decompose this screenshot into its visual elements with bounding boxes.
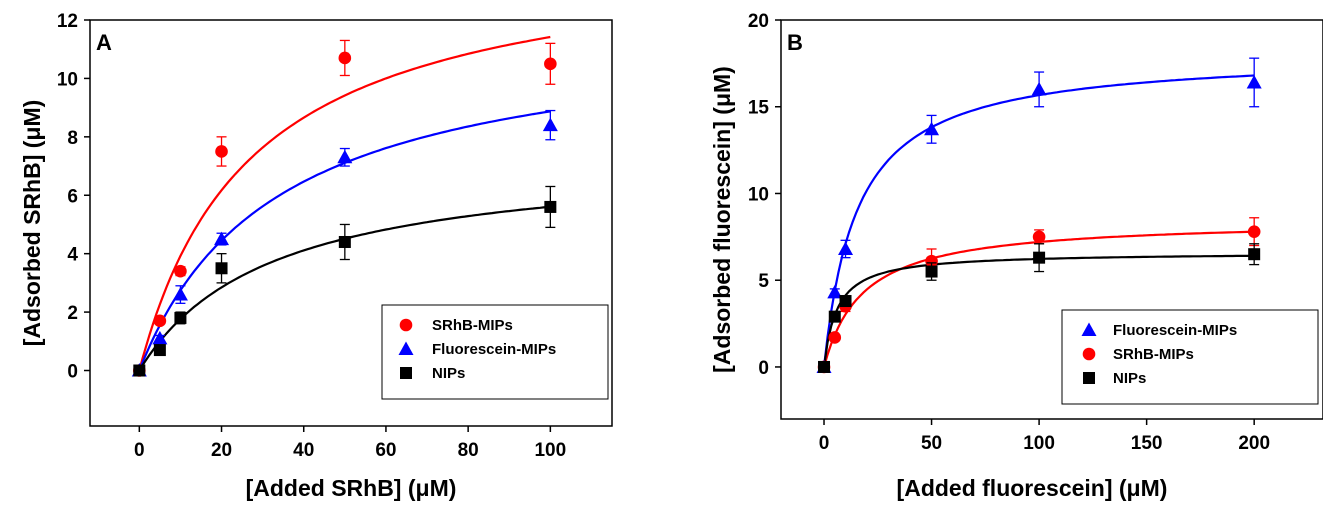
panel-a-point-srhb-mips <box>544 57 557 71</box>
panel-b-chart: 0 50 100 150 200 0 5 10 15 20 [Added fluorescein] … <box>709 11 1323 501</box>
panel-b-point-srhb-mips <box>925 254 938 268</box>
panel-a-point-nips <box>215 262 228 275</box>
panel-a-point-fluorescein-mips <box>337 149 353 164</box>
panel-a-point-nips <box>133 364 146 377</box>
panel-b-point-fluorescein-mips <box>924 121 940 136</box>
panel-a-point-srhb-mips <box>338 51 352 65</box>
panel-a-y-tick-label: 2 <box>67 303 78 324</box>
panel-a-point-srhb-mips <box>215 145 228 158</box>
panel-b-x-axis-title: [Added fluorescein] (μM) <box>897 475 1168 501</box>
panel-a-legend-label: NIPs <box>432 365 465 382</box>
panel-b-x-tick-label: 100 <box>1023 433 1055 454</box>
panel-b-letter: B <box>787 30 803 55</box>
panel-a-x-axis-title: [Added SRhB] (μM) <box>246 475 457 501</box>
panel-a-point-fluorescein-mips <box>542 117 558 132</box>
panel-b-legend-marker <box>1083 372 1095 384</box>
panel-a-x-tick-label: 0 <box>134 440 145 461</box>
panel-b-x-tick-label: 50 <box>921 433 942 454</box>
panel-b-legend-marker <box>1082 347 1096 361</box>
panel-b-point-fluorescein-mips <box>827 284 843 299</box>
panel-a-legend-label: Fluorescein-MIPs <box>432 341 556 358</box>
panel-b-y-tick-label: 10 <box>748 184 769 205</box>
panel-b-point-nips <box>828 310 841 323</box>
panel-a-x-tick-label: 20 <box>211 440 232 461</box>
panel-b-point-nips <box>1033 251 1046 264</box>
panel-b-point-srhb-mips <box>1247 225 1261 238</box>
panel-a-x-tick-label: 60 <box>375 440 396 461</box>
panel-a-point-fluorescein-mips <box>214 231 230 246</box>
panel-b-x-tick-label: 200 <box>1238 433 1270 454</box>
panel-a-legend-marker <box>399 318 413 332</box>
panel-b-x-tick-label: 150 <box>1131 433 1163 454</box>
panel-b-point-fluorescein-mips <box>1246 74 1262 89</box>
panel-b-y-axis-title: [Adsorbed fluorescein] (μM) <box>709 66 735 373</box>
panel-b-point-nips <box>1248 248 1261 261</box>
panel-b-y-tick-label: 0 <box>758 358 769 379</box>
panel-b-y-tick-label: 15 <box>748 98 770 119</box>
panel-b-y-tick-label: 20 <box>748 11 769 32</box>
panel-a-y-axis-title: [Adsorbed SRhB] (μM) <box>19 100 45 347</box>
panel-a-point-nips <box>174 311 187 324</box>
panel-a-y-tick-label: 12 <box>57 11 78 32</box>
panel-a-y-tick-label: 0 <box>67 362 78 383</box>
panel-a-point-nips <box>338 235 351 248</box>
panel-a-point-nips <box>153 344 166 357</box>
panel-a-letter: A <box>96 30 112 55</box>
panel-a-x-tick-label: 80 <box>458 440 479 461</box>
panel-a-point-nips <box>544 200 557 213</box>
panel-b-y-tick-label: 5 <box>758 271 769 292</box>
panel-b-x-tick-label: 0 <box>819 433 830 454</box>
panel-a-fit-curve-srhb-mips <box>138 35 551 371</box>
panel-b-point-nips <box>925 265 938 278</box>
panel-a-legend-label: SRhB-MIPs <box>432 317 513 334</box>
panel-a-legend-box <box>381 304 609 400</box>
panel-a-legend-marker <box>400 367 412 379</box>
panel-a-y-tick-label: 4 <box>67 245 78 266</box>
panel-a-point-fluorescein-mips <box>172 287 188 301</box>
panel-b-point-srhb-mips <box>1032 230 1046 244</box>
panel-b-point-fluorescein-mips <box>838 241 854 255</box>
panel-b-legend-box <box>1061 309 1319 405</box>
panel-b-point-srhb-mips <box>828 331 842 344</box>
panel-a-chart: 0 20 40 60 80 100 0 2 4 6 8 10 12 [Added SRhB] (μM) [A… <box>19 11 613 501</box>
panel-b-point-nips <box>839 295 852 308</box>
panel-b-legend-label: NIPs <box>1113 370 1146 387</box>
panel-b-legend-label: Fluorescein-MIPs <box>1113 322 1237 339</box>
panel-b-legend-label: SRhB-MIPs <box>1113 346 1194 363</box>
panel-a-y-tick-label: 6 <box>67 186 78 207</box>
panel-a-y-tick-label: 10 <box>57 69 78 90</box>
panel-a-point-srhb-mips <box>153 314 167 328</box>
panel-a-legend-marker <box>398 341 414 355</box>
panel-a-y-tick-label: 8 <box>67 128 78 149</box>
panel-a-x-tick-label: 40 <box>293 440 314 461</box>
panel-a-plot-frame <box>89 19 613 427</box>
panel-a-point-srhb-mips <box>174 264 187 278</box>
panel-b-legend-marker <box>1081 322 1097 336</box>
panel-b-point-fluorescein-mips <box>1031 81 1047 96</box>
panel-b-point-nips <box>818 360 831 373</box>
panel-b-plot-frame <box>780 19 1323 420</box>
panel-a-point-fluorescein-mips <box>152 330 168 345</box>
panel-a-x-tick-label: 100 <box>534 440 566 461</box>
